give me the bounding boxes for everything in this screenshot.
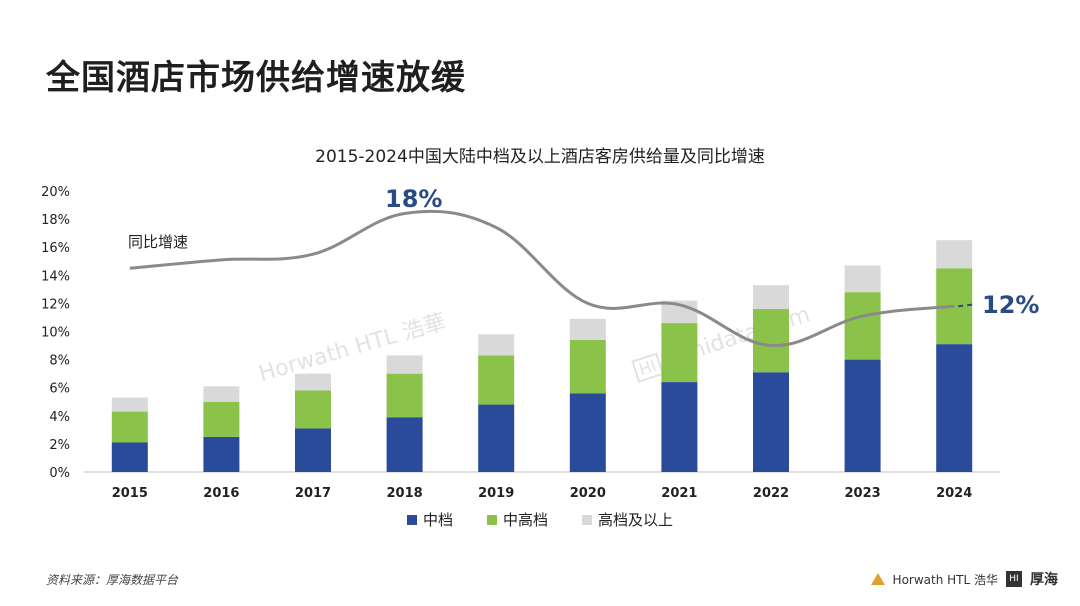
x-tick-label: 2023	[845, 486, 881, 501]
bar-upper-mid	[844, 292, 881, 360]
horwath-logo-icon	[870, 573, 885, 585]
x-tick-label: 2021	[661, 486, 697, 501]
y-tick-label: 20%	[41, 185, 70, 200]
bar-upscale	[569, 318, 606, 340]
bar-upper-mid	[295, 390, 331, 429]
y-tick-label: 10%	[41, 326, 70, 341]
x-tick-label: 2015	[112, 486, 148, 501]
y-tick-label: 4%	[49, 410, 70, 425]
legend-swatch-upper-mid	[486, 514, 497, 525]
x-tick-label: 2024	[936, 486, 972, 501]
legend-item-upper-mid: 中高档	[486, 509, 548, 530]
legend-item-mid: 中档	[406, 509, 453, 530]
y-tick-label: 14%	[41, 269, 70, 284]
page-title: 全国酒店市场供给增速放缓	[46, 58, 466, 98]
bar-mid	[661, 382, 698, 472]
bar-upper-mid	[203, 401, 240, 437]
bar-mid	[111, 442, 148, 472]
bar-upscale	[478, 334, 515, 356]
bar-mid	[203, 436, 240, 472]
y-tick-label: 18%	[41, 213, 70, 228]
y-tick-label: 16%	[41, 241, 70, 256]
x-axis-ticks: 2015 2016 2017 2018 2019 2020 2021 2022 2023 2024	[112, 486, 973, 501]
end-annotation: 12%	[982, 291, 1039, 319]
bar-upper-mid	[569, 339, 606, 394]
bar-upscale	[111, 397, 148, 412]
bar-upscale	[203, 386, 240, 402]
x-tick-label: 2016	[203, 486, 239, 501]
bar-mid	[386, 417, 423, 472]
hohi-logo-text: 厚海	[1030, 572, 1058, 588]
end-annotation-dash	[958, 303, 977, 308]
bar-mid	[295, 428, 331, 472]
bar-upper-mid	[478, 355, 515, 405]
y-tick-label: 0%	[49, 466, 70, 481]
peak-annotation: 18%	[385, 185, 442, 213]
legend-item-upscale: 高档及以上	[582, 509, 673, 530]
y-tick-label: 2%	[49, 438, 70, 453]
bars-group	[111, 240, 973, 472]
bar-upscale	[753, 285, 789, 310]
legend: 中档 中高档 高档及以上	[0, 509, 1080, 530]
legend-swatch-upscale	[582, 514, 592, 525]
bar-upper-mid	[111, 411, 148, 443]
legend-label-upscale: 高档及以上	[598, 511, 674, 529]
bar-upper-mid	[753, 309, 789, 373]
y-tick-label: 12%	[41, 297, 70, 312]
growth-line-label: 同比增速	[128, 233, 188, 251]
bar-mid	[478, 404, 515, 472]
hohi-logo-icon: HI	[1006, 571, 1022, 587]
legend-swatch-mid	[406, 514, 417, 525]
bar-mid	[844, 359, 881, 472]
bar-upscale	[936, 240, 973, 269]
bar-upper-mid	[661, 323, 698, 383]
bar-upper-mid	[386, 373, 423, 418]
x-tick-label: 2022	[753, 486, 789, 501]
x-tick-label: 2020	[570, 486, 606, 501]
y-tick-label: 8%	[49, 354, 70, 369]
x-tick-label: 2017	[295, 486, 331, 501]
chart-title: 2015-2024中国大陆中档及以上酒店客房供给量及同比增速	[315, 147, 765, 167]
legend-label-mid: 中档	[422, 511, 453, 529]
bar-mid	[936, 344, 973, 472]
legend-label-upper-mid: 中高档	[502, 511, 548, 529]
logo-bar: Horwath HTL 浩华 HI 厚海	[870, 569, 1058, 589]
bar-mid	[753, 372, 789, 472]
source-note: 资料来源：厚海数据平台	[46, 573, 179, 587]
horwath-logo-text: Horwath HTL 浩华	[892, 572, 998, 587]
x-tick-label: 2018	[387, 486, 423, 501]
bar-upscale	[295, 373, 331, 391]
bar-upscale	[386, 355, 423, 374]
y-tick-label: 6%	[49, 382, 70, 397]
y-axis-ticks: 0% 2% 4% 6% 8% 10% 12% 14% 16% 18% 20%	[41, 185, 70, 481]
bar-mid	[569, 393, 606, 472]
bar-upscale	[844, 265, 881, 293]
x-tick-label: 2019	[478, 486, 514, 501]
growth-line	[129, 209, 955, 348]
